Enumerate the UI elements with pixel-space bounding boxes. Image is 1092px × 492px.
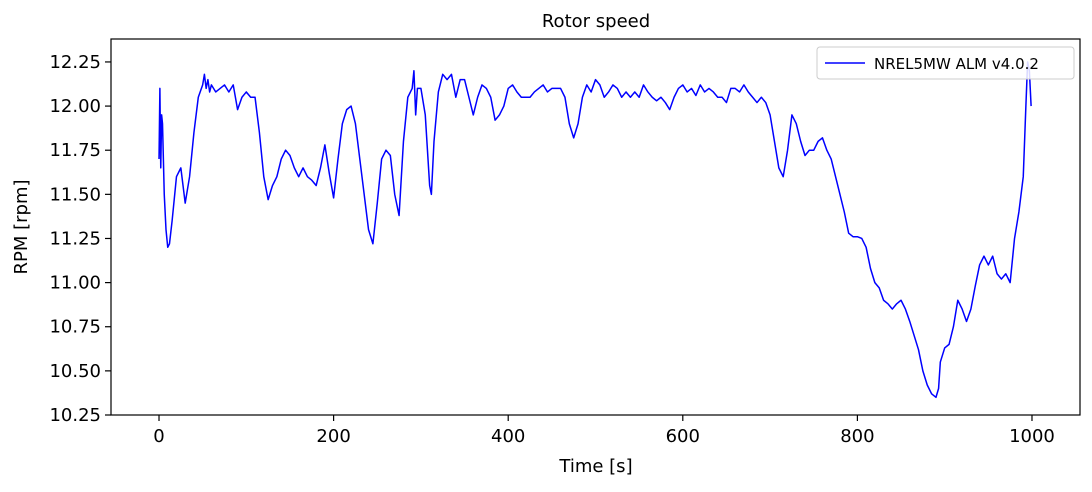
series-layer [158, 61, 1032, 399]
y-axis-ticks: 10.25 10.50 10.75 11.00 11.25 11.50 11.75 12.00… [49, 52, 111, 426]
y-tick-label: 11.50 [49, 184, 101, 205]
x-tick-label: 400 [491, 426, 525, 447]
x-tick-label: 0 [153, 426, 164, 447]
y-axis-label: RPM [rpm] [11, 179, 32, 274]
y-tick-label: 12.25 [49, 52, 101, 73]
x-tick-label: 600 [666, 426, 700, 447]
y-tick-label: 11.75 [49, 140, 101, 161]
series-line-0 [158, 61, 1032, 399]
y-tick-label: 11.00 [49, 273, 101, 294]
legend: NREL5MW ALM v4.0.2 [816, 46, 1075, 80]
y-tick-label: 12.00 [49, 96, 101, 117]
legend-label: NREL5MW ALM v4.0.2 [874, 55, 1039, 73]
y-tick-label: 10.75 [49, 317, 101, 338]
x-tick-label: 800 [840, 426, 874, 447]
legend-box [816, 46, 1075, 80]
y-tick-label: 10.25 [49, 405, 101, 426]
chart-title: Rotor speed [542, 11, 650, 32]
x-axis-ticks: 0 200 400 600 800 1000 [153, 415, 1055, 447]
x-tick-label: 1000 [1009, 426, 1055, 447]
x-tick-label: 200 [316, 426, 350, 447]
plot-area-frame [110, 38, 1081, 416]
x-axis-label: Time [s] [558, 456, 632, 477]
y-tick-label: 11.25 [49, 228, 101, 249]
y-tick-label: 10.50 [49, 361, 101, 382]
